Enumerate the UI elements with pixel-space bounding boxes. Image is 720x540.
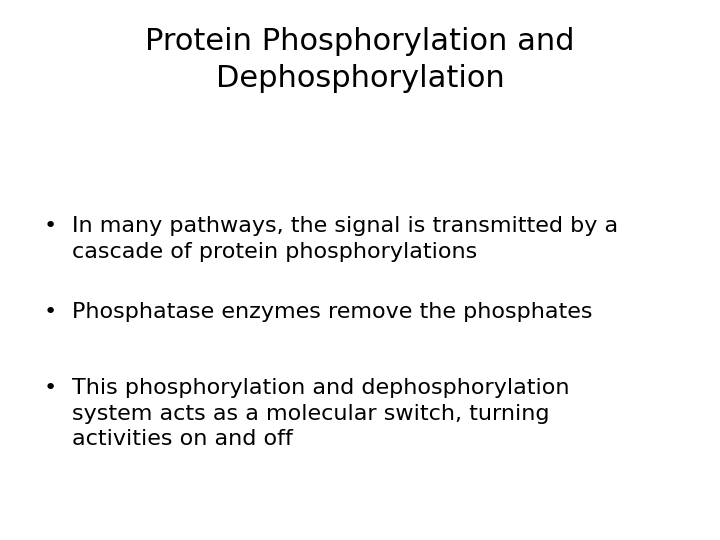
Text: •: •: [44, 216, 57, 236]
Text: •: •: [44, 378, 57, 398]
Text: Protein Phosphorylation and
Dephosphorylation: Protein Phosphorylation and Dephosphoryl…: [145, 27, 575, 93]
Text: This phosphorylation and dephosphorylation
system acts as a molecular switch, tu: This phosphorylation and dephosphorylati…: [72, 378, 570, 449]
Text: In many pathways, the signal is transmitted by a
cascade of protein phosphorylat: In many pathways, the signal is transmit…: [72, 216, 618, 261]
Text: Phosphatase enzymes remove the phosphates: Phosphatase enzymes remove the phosphate…: [72, 302, 593, 322]
Text: •: •: [44, 302, 57, 322]
